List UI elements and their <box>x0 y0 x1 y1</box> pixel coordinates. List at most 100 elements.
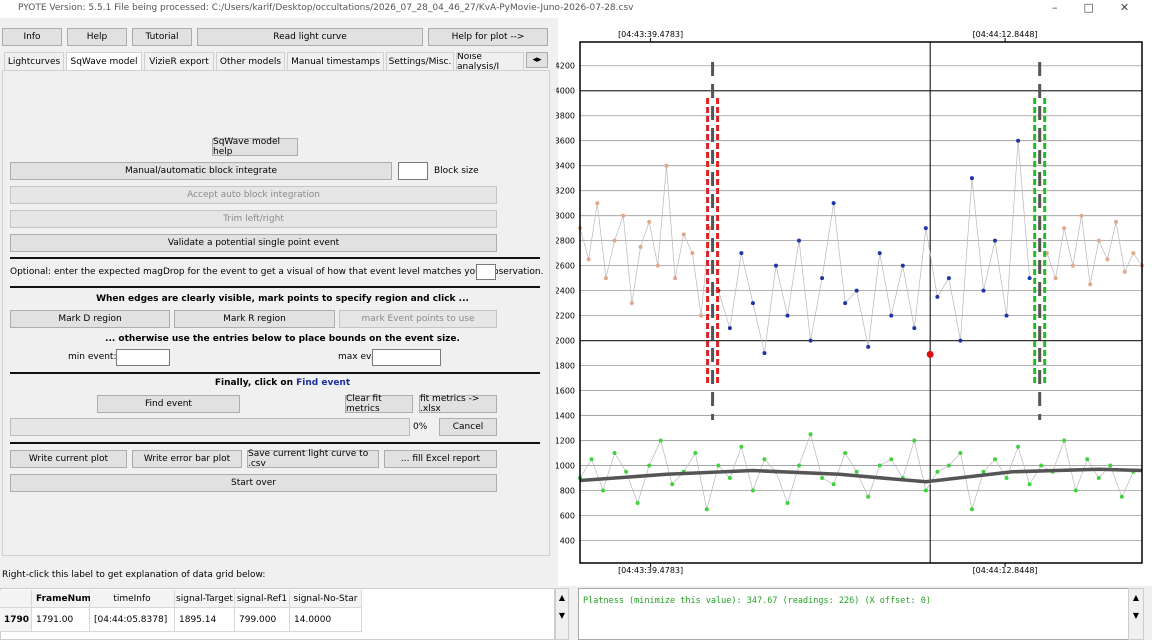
data-point <box>681 232 686 237</box>
data-point <box>1105 257 1110 262</box>
smooth-curve <box>579 467 1143 484</box>
column-header: signal-Ref1 <box>235 590 290 608</box>
data-point <box>727 476 732 481</box>
column-header: timeInfo <box>90 590 175 608</box>
min-event-input[interactable] <box>116 349 170 366</box>
y-tick-label: 2600 <box>556 262 575 271</box>
plot-help-button[interactable]: Help for plot --> <box>428 28 548 46</box>
data-point <box>624 469 629 474</box>
data-point <box>693 451 698 456</box>
data-point <box>981 469 986 474</box>
max-event-input[interactable] <box>372 349 441 366</box>
data-point <box>877 463 882 468</box>
tab[interactable]: Noise analysis/I <box>456 52 524 70</box>
data-point <box>727 326 732 331</box>
data-point <box>912 438 917 443</box>
tab[interactable]: Other models <box>216 52 285 70</box>
data-point <box>664 163 669 168</box>
cell[interactable]: 14.0000 <box>290 608 362 632</box>
tab-selected[interactable]: SqWave model <box>66 52 142 70</box>
x-tick-label-bottom: [04:43:39.4783] <box>618 566 683 575</box>
data-point <box>1096 476 1101 481</box>
data-point <box>1088 282 1093 287</box>
y-tick-label: 4000 <box>556 87 575 96</box>
grid-label[interactable]: Right-click this label to get explanatio… <box>2 570 266 580</box>
label: Finally, click on <box>214 378 293 388</box>
cell[interactable]: [04:44:05.8378] <box>90 608 175 632</box>
data-point <box>877 251 882 256</box>
window-controls[interactable]: –□✕ <box>1052 1 1152 14</box>
cell[interactable]: 799.000 <box>235 608 290 632</box>
block-button[interactable]: Manual/automatic block integrate <box>10 162 392 180</box>
start-over-button[interactable]: Start over <box>10 474 497 492</box>
data-point <box>647 219 652 224</box>
data-point <box>621 213 626 218</box>
label: Optional: enter the expected magDrop for… <box>10 267 544 277</box>
data-point <box>1016 444 1021 449</box>
data-point <box>866 344 871 349</box>
scrollbar[interactable]: ▲ ▼ <box>555 588 569 640</box>
data-point <box>739 444 744 449</box>
accept-button[interactable]: Accept auto block integration <box>10 186 497 204</box>
data-point <box>912 326 917 331</box>
y-tick-label: 3800 <box>556 112 575 121</box>
validate-button[interactable]: Validate a potential single point event <box>10 234 497 252</box>
write-error-button[interactable]: Write error bar plot <box>132 450 242 468</box>
find-event-button[interactable]: Find event <box>97 395 240 413</box>
tab-scroll[interactable]: ◂▸ <box>526 52 548 68</box>
data-point <box>635 501 640 506</box>
cell[interactable]: 1791.00 <box>32 608 90 632</box>
block-size-input[interactable] <box>398 162 428 180</box>
data-point <box>831 201 836 206</box>
excel-button[interactable]: ... fill Excel report <box>384 450 497 468</box>
y-tick-label: 1000 <box>556 462 575 471</box>
tab[interactable]: VizieR export <box>144 52 214 70</box>
data-point <box>595 201 600 206</box>
data-point <box>900 263 905 268</box>
data-point <box>843 301 848 306</box>
cancel-button[interactable]: Cancel <box>439 418 497 436</box>
help-button[interactable]: Help <box>67 28 127 46</box>
tab[interactable]: Settings/Misc. <box>386 52 454 70</box>
data-point <box>1085 457 1090 462</box>
info-button[interactable]: Info <box>2 28 62 46</box>
read-button[interactable]: Read light curve <box>197 28 423 46</box>
data-point <box>1016 138 1021 143</box>
data-point <box>946 276 951 281</box>
data-point <box>603 276 608 281</box>
data-point <box>831 482 836 487</box>
tab[interactable]: Manual timestamps <box>287 52 384 70</box>
series-line <box>1046 215 1143 285</box>
data-point <box>1131 251 1136 256</box>
mark-r-button[interactable]: Mark R region <box>174 310 335 328</box>
fit-xlsx-button[interactable]: fit metrics -> .xlsx <box>419 394 497 414</box>
y-tick-label: 2000 <box>556 337 575 346</box>
data-point <box>1027 276 1032 281</box>
data-point <box>762 351 767 356</box>
separator <box>10 257 540 259</box>
data-point <box>601 488 606 493</box>
cell[interactable]: 1895.14 <box>175 608 235 632</box>
y-tick-label: 600 <box>560 512 575 521</box>
data-point <box>1114 219 1119 224</box>
tutorial-button[interactable]: Tutorial <box>132 28 192 46</box>
y-tick-label: 2200 <box>556 312 575 321</box>
y-tick-label: 1600 <box>556 387 575 396</box>
write-plot-button[interactable]: Write current plot <box>10 450 127 468</box>
plot-background <box>558 18 1152 586</box>
data-point <box>1070 263 1075 268</box>
window-title: PYOTE Version: 5.5.1 File being processe… <box>18 3 634 13</box>
data-point <box>820 276 825 281</box>
mark-event-button[interactable]: mark Event points to use <box>339 310 497 328</box>
save-csv-button[interactable]: Save current light curve to .csv <box>247 449 379 469</box>
grid-corner <box>0 590 32 608</box>
clear-fit-button[interactable]: Clear fit metrics <box>345 394 413 414</box>
data-point <box>1053 276 1058 281</box>
trim-button[interactable]: Trim left/right <box>10 210 497 228</box>
magdrop-input[interactable] <box>476 264 496 280</box>
mark-d-button[interactable]: Mark D region <box>10 310 170 328</box>
label: Block size <box>434 166 479 176</box>
model-help-button[interactable]: SqWave model help <box>212 137 298 157</box>
scrollbar[interactable]: ▲ ▼ <box>1128 588 1144 640</box>
tab[interactable]: Lightcurves <box>4 52 64 70</box>
